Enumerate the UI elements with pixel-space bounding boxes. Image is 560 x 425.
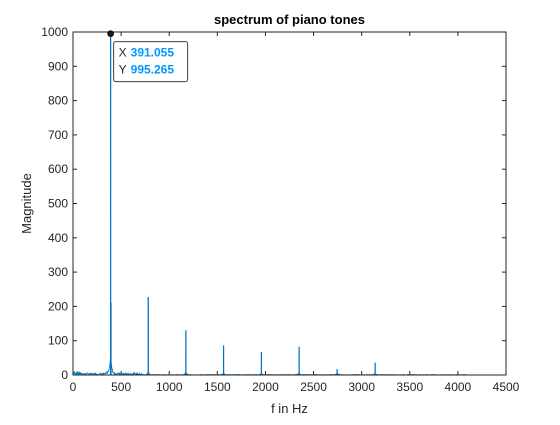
y-tick-label: 300	[48, 265, 68, 279]
x-tick-label: 1000	[156, 380, 183, 394]
x-axis-label: f in Hz	[271, 401, 308, 416]
axes-box	[72, 31, 507, 376]
datatip-x-label: X	[119, 46, 127, 60]
tick-labels: 0 500 1000 1500 2000 2500 3000 3500 4000 4500 0 100…	[41, 25, 519, 394]
datatip-y-value: 995.265	[131, 63, 175, 77]
datatip-marker[interactable]	[107, 30, 114, 37]
x-tick-label: 3000	[348, 380, 375, 394]
datatip-y-label: Y	[119, 63, 127, 77]
datatip-x-row: X 391.055	[119, 46, 175, 60]
x-tick-label: 2000	[252, 380, 279, 394]
x-tick-label: 4000	[445, 380, 472, 394]
y-tick-label: 100	[48, 334, 68, 348]
axes-background	[73, 32, 506, 375]
y-tick-label: 200	[48, 299, 68, 313]
datatip[interactable]: X 391.055 Y 995.265	[107, 30, 189, 83]
datatip-y-row: Y 995.265	[119, 63, 175, 77]
x-tick-label: 0	[70, 380, 77, 394]
y-tick-label: 800	[48, 94, 68, 108]
y-tick-label: 1000	[41, 25, 68, 39]
x-tick-label: 3500	[396, 380, 423, 394]
chart-title: spectrum of piano tones	[214, 12, 365, 27]
y-axis-label: Magnitude	[19, 173, 34, 234]
datatip-x-value: 391.055	[131, 46, 175, 60]
x-tick-label: 1500	[204, 380, 231, 394]
x-tick-label: 4500	[493, 380, 520, 394]
y-tick-label: 0	[61, 368, 68, 382]
y-tick-label: 700	[48, 128, 68, 142]
x-tick-label: 500	[111, 380, 131, 394]
y-tick-label: 400	[48, 231, 68, 245]
y-tick-label: 900	[48, 59, 68, 73]
tick-marks	[72, 31, 507, 376]
datatip-box	[113, 41, 189, 83]
x-tick-label: 2500	[300, 380, 327, 394]
y-tick-label: 600	[48, 162, 68, 176]
y-tick-label: 500	[48, 197, 68, 211]
